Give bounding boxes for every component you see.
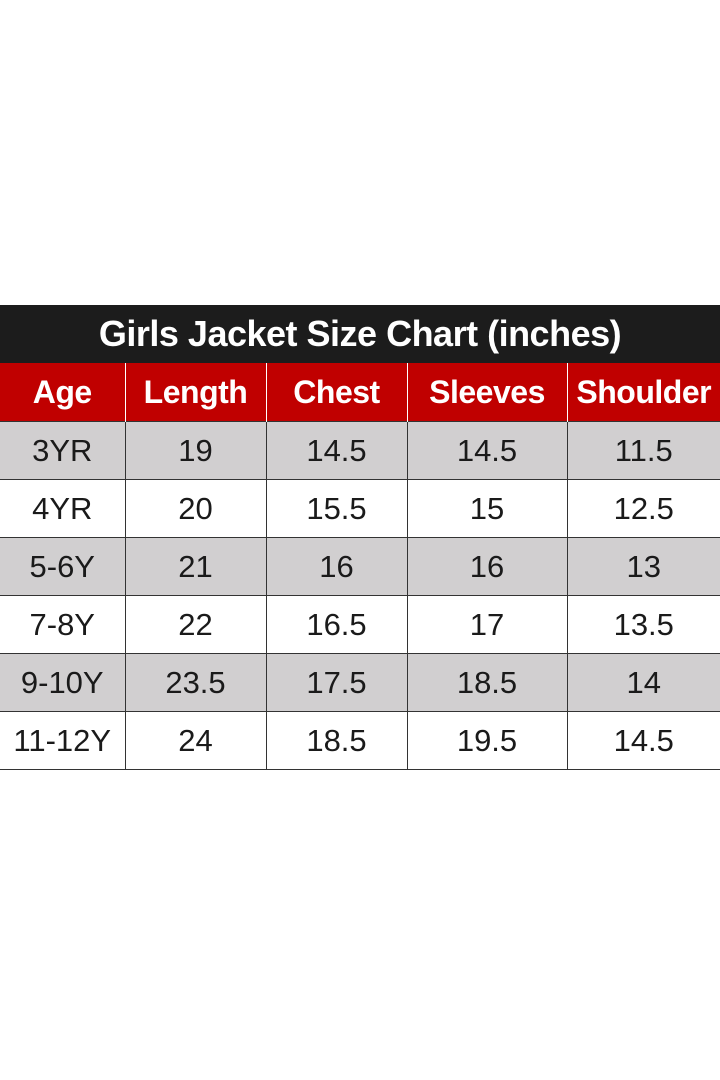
cell-chest: 17.5 [265,653,408,712]
cell-length: 23.5 [124,653,267,712]
cell-age: 5-6Y [0,537,126,596]
cell-shoulder: 13 [566,537,720,596]
table-row: 4YR 20 15.5 15 12.5 [0,479,720,538]
cell-sleeves: 19.5 [406,711,568,770]
table-row: 3YR 19 14.5 14.5 11.5 [0,421,720,480]
cell-age: 7-8Y [0,595,126,654]
table-row: 7-8Y 22 16.5 17 13.5 [0,595,720,654]
cell-chest: 18.5 [265,711,408,770]
cell-shoulder: 11.5 [566,421,720,480]
cell-sleeves: 16 [406,537,568,596]
cell-sleeves: 18.5 [406,653,568,712]
cell-shoulder: 14 [566,653,720,712]
table-row: 9-10Y 23.5 17.5 18.5 14 [0,653,720,712]
header-shoulder: Shoulder [566,363,720,422]
cell-age: 9-10Y [0,653,126,712]
cell-chest: 16.5 [265,595,408,654]
cell-age: 3YR [0,421,126,480]
header-row: Age Length Chest Sleeves Shoulder [0,363,720,422]
cell-chest: 16 [265,537,408,596]
chart-title: Girls Jacket Size Chart (inches) [0,305,720,363]
cell-shoulder: 14.5 [566,711,720,770]
cell-chest: 15.5 [265,479,408,538]
cell-sleeves: 15 [406,479,568,538]
header-length: Length [124,363,267,422]
size-table: Age Length Chest Sleeves Shoulder 3YR 19… [0,363,720,770]
cell-shoulder: 13.5 [566,595,720,654]
table-row: 5-6Y 21 16 16 13 [0,537,720,596]
header-sleeves: Sleeves [406,363,568,422]
cell-sleeves: 14.5 [406,421,568,480]
cell-length: 21 [124,537,267,596]
cell-length: 19 [124,421,267,480]
cell-chest: 14.5 [265,421,408,480]
table-row: 11-12Y 24 18.5 19.5 14.5 [0,711,720,770]
cell-length: 24 [124,711,267,770]
header-age: Age [0,363,126,422]
cell-length: 20 [124,479,267,538]
header-chest: Chest [265,363,408,422]
cell-age: 11-12Y [0,711,126,770]
size-chart: Girls Jacket Size Chart (inches) Age Len… [0,305,720,770]
cell-age: 4YR [0,479,126,538]
cell-length: 22 [124,595,267,654]
cell-sleeves: 17 [406,595,568,654]
cell-shoulder: 12.5 [566,479,720,538]
